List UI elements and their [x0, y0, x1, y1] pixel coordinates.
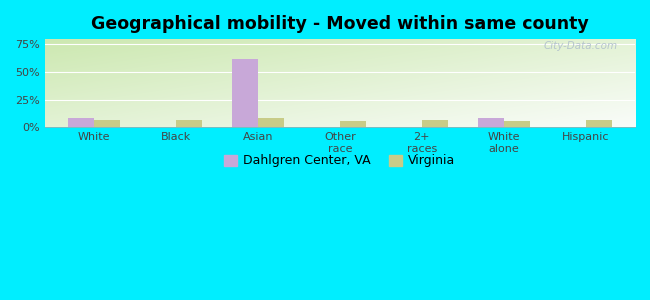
Legend: Dahlgren Center, VA, Virginia: Dahlgren Center, VA, Virginia	[219, 149, 460, 172]
Bar	[586, 119, 612, 127]
Bar	[478, 118, 504, 127]
Bar	[258, 118, 284, 127]
Bar	[340, 121, 366, 127]
Bar	[231, 58, 258, 127]
Title: Geographical mobility - Moved within same county: Geographical mobility - Moved within sam…	[91, 15, 589, 33]
Bar	[176, 119, 202, 127]
Bar	[94, 119, 120, 127]
Text: City-Data.com: City-Data.com	[543, 41, 618, 51]
Bar	[422, 119, 448, 127]
Bar	[68, 118, 94, 127]
Bar	[504, 121, 530, 127]
